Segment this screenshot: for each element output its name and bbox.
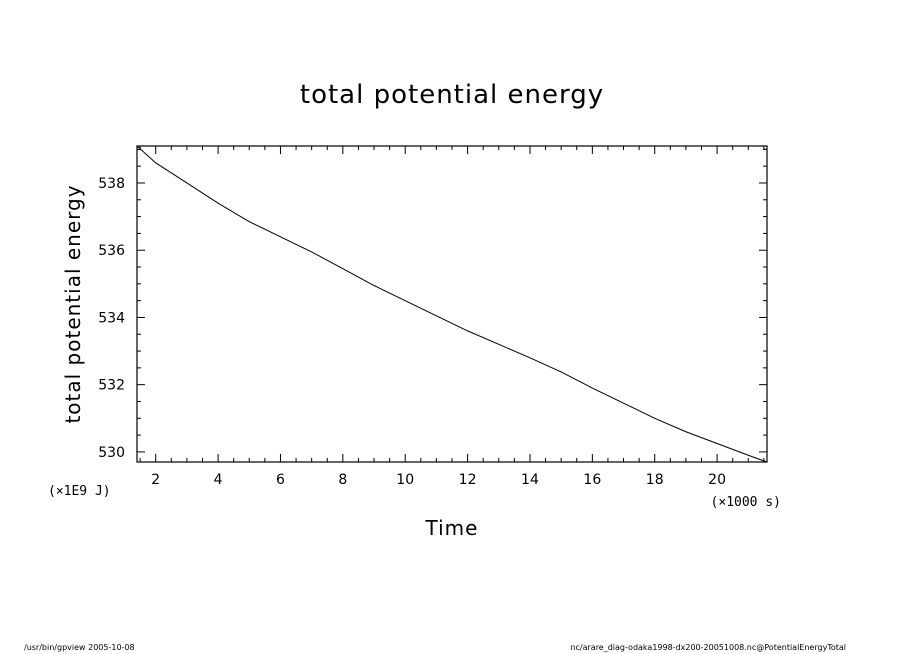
x-axis-ticks [139,146,765,462]
plot-area [136,145,768,463]
footer-left: /usr/bin/gpview 2005-10-08 [24,643,135,652]
x-tick-label: 12 [459,472,477,488]
x-axis-label: Time [425,516,479,540]
x-tick-label: 10 [396,472,414,488]
y-axis-label: total potential energy [61,184,85,423]
x-tick-label: 2 [151,472,160,488]
x-axis-tick-labels: 2 4 6 8 10 12 14 16 18 20 [151,472,726,488]
x-tick-label: 20 [708,472,726,488]
x-tick-label: 8 [338,472,347,488]
y-tick-label: 530 [98,445,125,461]
x-tick-label: 14 [521,472,539,488]
chart-title: total potential energy [300,80,604,110]
footer-right: nc/arare_diag-odaka1998-dx200-20051008.n… [570,643,846,652]
y-tick-label: 534 [98,310,125,326]
y-axis-unit: (×1E9 J) [48,484,111,499]
y-tick-label: 536 [98,243,125,259]
x-tick-label: 6 [276,472,285,488]
series-line [136,145,768,463]
x-axis-unit: (×1000 s) [711,495,781,510]
plot-border [136,145,768,463]
x-tick-label: 4 [214,472,223,488]
y-axis-ticks [137,148,767,453]
y-tick-label: 538 [98,176,125,192]
y-tick-label: 532 [98,378,125,394]
y-axis-tick-labels: 530 532 534 536 538 [98,176,125,461]
x-tick-label: 18 [646,472,664,488]
x-tick-label: 16 [583,472,601,488]
